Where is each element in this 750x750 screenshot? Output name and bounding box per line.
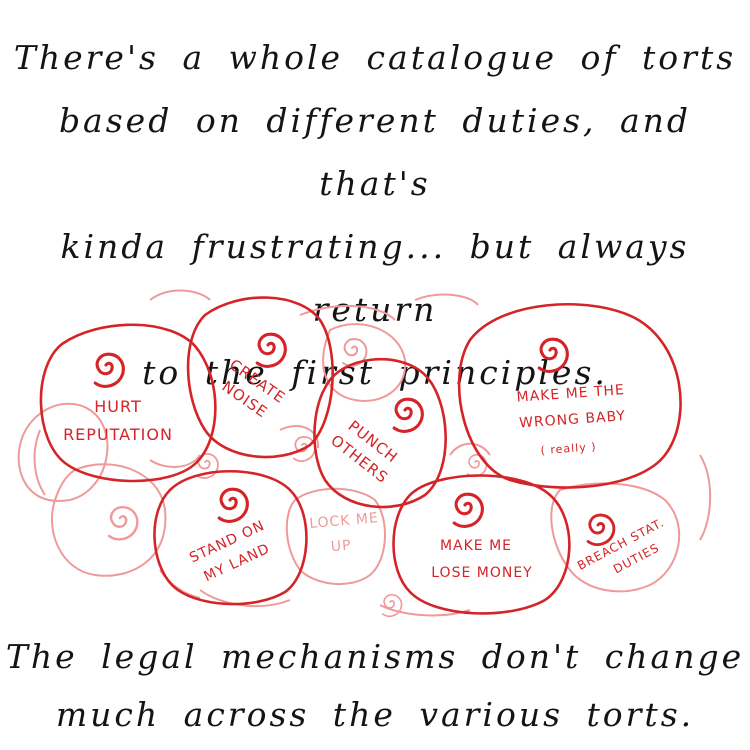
spiral-icon <box>586 513 616 547</box>
top-caption-line-2: based on different duties, and that's <box>58 101 692 203</box>
bubble-outline-wrong-baby <box>457 303 682 489</box>
spiral-icon <box>93 352 125 388</box>
bubble-label: REPUTATION <box>63 425 173 444</box>
bubble-outline-lose-money <box>392 474 571 615</box>
bubble-lose-money: MAKE ME LOSE MONEY <box>431 538 532 581</box>
bubble-punch-others: PUNCH OTHERS <box>327 417 401 487</box>
bubble-label: LOCK ME <box>309 510 380 532</box>
bubble-wrong-baby: MAKE ME THE WRONG BABY ( really ) <box>516 382 627 457</box>
top-caption: There's a whole catalogue of torts based… <box>0 26 750 404</box>
bubble-outline-hurt-reputation <box>39 323 217 483</box>
spiral-icon <box>217 487 249 523</box>
bubble-label: WRONG BABY <box>519 408 627 431</box>
bubble-outline-stand-on-my-land <box>153 469 308 606</box>
bottom-caption-line-1: The legal mechanisms don't change <box>5 637 745 676</box>
bubble-outline-punch-others <box>313 357 447 509</box>
faint-background-bubbles <box>17 289 712 618</box>
bubble-stand-on-my-land: STAND ON MY LAND <box>187 518 272 586</box>
bubble-label: LOSE MONEY <box>431 565 532 581</box>
top-caption-line-1: There's a whole catalogue of torts <box>13 38 737 77</box>
bubble-lock-me-up: LOCK ME UP <box>309 510 380 556</box>
bottom-caption: The legal mechanisms don't change much a… <box>0 628 750 744</box>
bubble-label: MAKE ME THE <box>516 382 625 406</box>
bubble-create-noise: CREATE NOISE <box>219 356 289 422</box>
bubble-label: ( really ) <box>540 440 597 457</box>
bubble-outline-create-noise <box>186 296 334 459</box>
spiral-icon <box>392 397 424 433</box>
spiral-icon <box>537 337 569 373</box>
spiral-icon <box>452 492 484 528</box>
bubble-label: MAKE ME <box>440 538 512 554</box>
bubble-label: UP <box>330 538 352 556</box>
bottom-caption-line-2: much across the various torts. <box>55 695 695 734</box>
bubble-label: HURT <box>94 397 141 416</box>
spiral-icon <box>255 332 287 368</box>
bubble-hurt-reputation: HURT REPUTATION <box>63 397 173 444</box>
